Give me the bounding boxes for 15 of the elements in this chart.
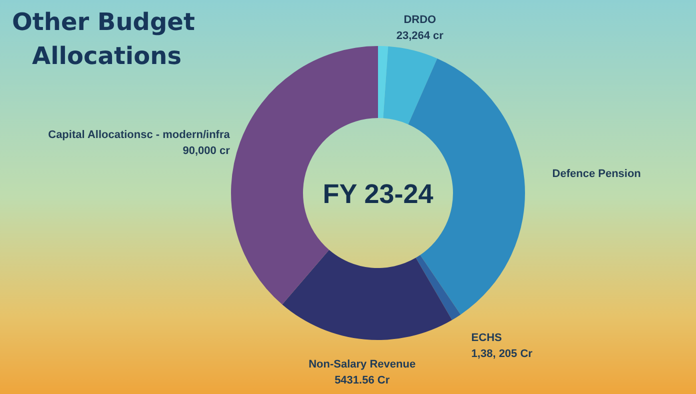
slice-label: Non-Salary Revenue xyxy=(308,358,416,370)
donut-slice xyxy=(416,255,461,320)
donut-slice xyxy=(378,46,388,118)
text: 1,38, 205 Cr xyxy=(471,348,532,360)
chart-title: Other Budget Allocations xyxy=(12,8,195,70)
slice-label: Defence Pension xyxy=(552,168,642,180)
slice-label: ECHS xyxy=(471,332,502,344)
slice-label: DRDO xyxy=(404,14,437,26)
donut-slice xyxy=(282,250,452,340)
text: 23,264 cr xyxy=(396,30,444,42)
text: 90,000 cr xyxy=(182,145,230,158)
slice-label: Capital Allocationsc - modern/infra xyxy=(48,129,231,142)
text: 5431.56 Cr xyxy=(334,374,390,386)
donut-slice xyxy=(383,46,438,124)
text: FY 23-24 xyxy=(322,179,434,209)
